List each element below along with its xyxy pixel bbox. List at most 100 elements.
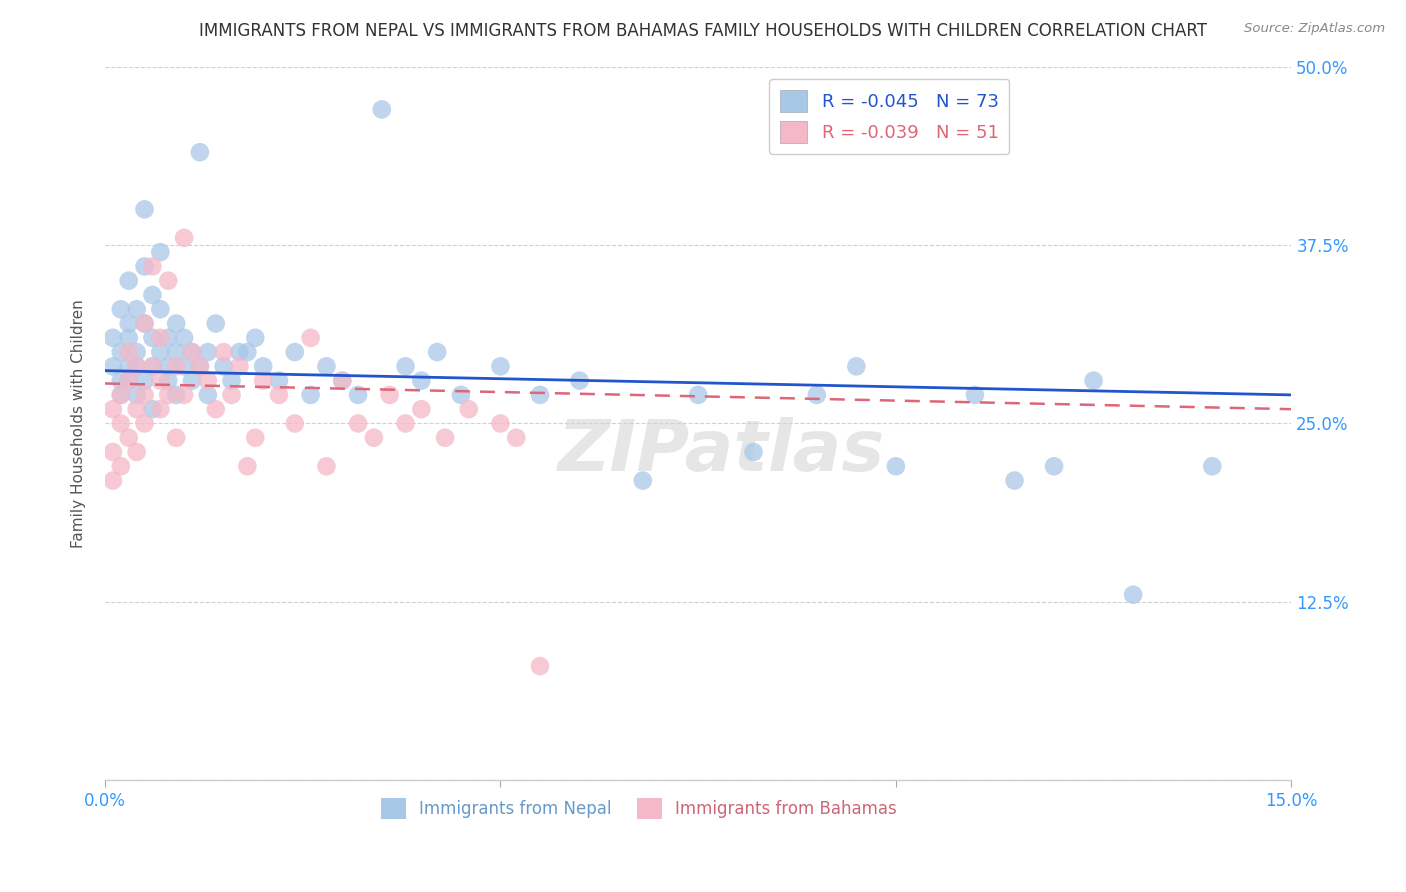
Point bbox=[181, 374, 204, 388]
Point bbox=[1043, 459, 1066, 474]
Point bbox=[212, 359, 235, 374]
Point bbox=[118, 331, 141, 345]
Point bbox=[173, 388, 195, 402]
Point bbox=[450, 388, 472, 402]
Point bbox=[197, 388, 219, 402]
Point bbox=[347, 388, 370, 402]
Point bbox=[118, 345, 141, 359]
Point bbox=[411, 402, 433, 417]
Point bbox=[299, 388, 322, 402]
Point bbox=[299, 331, 322, 345]
Point bbox=[489, 417, 512, 431]
Point bbox=[284, 417, 307, 431]
Point bbox=[347, 417, 370, 431]
Point bbox=[963, 388, 986, 402]
Point bbox=[284, 345, 307, 359]
Point bbox=[125, 359, 148, 374]
Point bbox=[378, 388, 401, 402]
Point bbox=[529, 659, 551, 673]
Point bbox=[245, 431, 267, 445]
Point bbox=[188, 359, 211, 374]
Point bbox=[1083, 374, 1105, 388]
Point bbox=[505, 431, 527, 445]
Point bbox=[149, 302, 172, 317]
Point bbox=[118, 374, 141, 388]
Point bbox=[101, 445, 124, 459]
Point bbox=[457, 402, 479, 417]
Text: ZIPatlas: ZIPatlas bbox=[558, 417, 886, 486]
Point bbox=[134, 388, 156, 402]
Point bbox=[149, 374, 172, 388]
Point bbox=[845, 359, 868, 374]
Point bbox=[141, 359, 163, 374]
Point bbox=[330, 374, 353, 388]
Point bbox=[188, 359, 211, 374]
Point bbox=[118, 431, 141, 445]
Point bbox=[363, 431, 385, 445]
Point bbox=[371, 103, 394, 117]
Point bbox=[188, 145, 211, 160]
Point bbox=[134, 374, 156, 388]
Point bbox=[236, 345, 259, 359]
Point bbox=[101, 359, 124, 374]
Point bbox=[125, 302, 148, 317]
Point bbox=[125, 445, 148, 459]
Point bbox=[197, 345, 219, 359]
Point bbox=[157, 374, 180, 388]
Point bbox=[110, 302, 132, 317]
Point bbox=[267, 374, 290, 388]
Point bbox=[411, 374, 433, 388]
Point bbox=[165, 359, 187, 374]
Point bbox=[101, 474, 124, 488]
Point bbox=[149, 245, 172, 260]
Point bbox=[134, 260, 156, 274]
Point bbox=[110, 459, 132, 474]
Point bbox=[631, 474, 654, 488]
Text: IMMIGRANTS FROM NEPAL VS IMMIGRANTS FROM BAHAMAS FAMILY HOUSEHOLDS WITH CHILDREN: IMMIGRANTS FROM NEPAL VS IMMIGRANTS FROM… bbox=[200, 22, 1206, 40]
Point bbox=[118, 374, 141, 388]
Point bbox=[245, 331, 267, 345]
Point bbox=[568, 374, 591, 388]
Point bbox=[221, 374, 243, 388]
Point bbox=[221, 388, 243, 402]
Point bbox=[1004, 474, 1026, 488]
Point bbox=[181, 345, 204, 359]
Point bbox=[165, 345, 187, 359]
Point bbox=[173, 359, 195, 374]
Point bbox=[141, 359, 163, 374]
Point bbox=[434, 431, 457, 445]
Point bbox=[141, 331, 163, 345]
Point bbox=[141, 402, 163, 417]
Point bbox=[173, 231, 195, 245]
Point bbox=[197, 374, 219, 388]
Point bbox=[110, 388, 132, 402]
Point bbox=[394, 417, 416, 431]
Point bbox=[267, 388, 290, 402]
Point bbox=[134, 202, 156, 217]
Point bbox=[110, 345, 132, 359]
Point bbox=[118, 274, 141, 288]
Point bbox=[157, 274, 180, 288]
Point bbox=[1122, 588, 1144, 602]
Point bbox=[149, 402, 172, 417]
Point bbox=[134, 417, 156, 431]
Point bbox=[125, 359, 148, 374]
Point bbox=[489, 359, 512, 374]
Point bbox=[688, 388, 710, 402]
Point bbox=[157, 331, 180, 345]
Text: Source: ZipAtlas.com: Source: ZipAtlas.com bbox=[1244, 22, 1385, 36]
Point bbox=[118, 359, 141, 374]
Point bbox=[212, 345, 235, 359]
Point bbox=[173, 331, 195, 345]
Point bbox=[394, 359, 416, 374]
Point bbox=[228, 345, 250, 359]
Point bbox=[125, 402, 148, 417]
Point bbox=[204, 317, 226, 331]
Point bbox=[141, 260, 163, 274]
Point bbox=[165, 317, 187, 331]
Point bbox=[742, 445, 765, 459]
Point bbox=[134, 317, 156, 331]
Point bbox=[110, 388, 132, 402]
Point bbox=[141, 288, 163, 302]
Point bbox=[806, 388, 828, 402]
